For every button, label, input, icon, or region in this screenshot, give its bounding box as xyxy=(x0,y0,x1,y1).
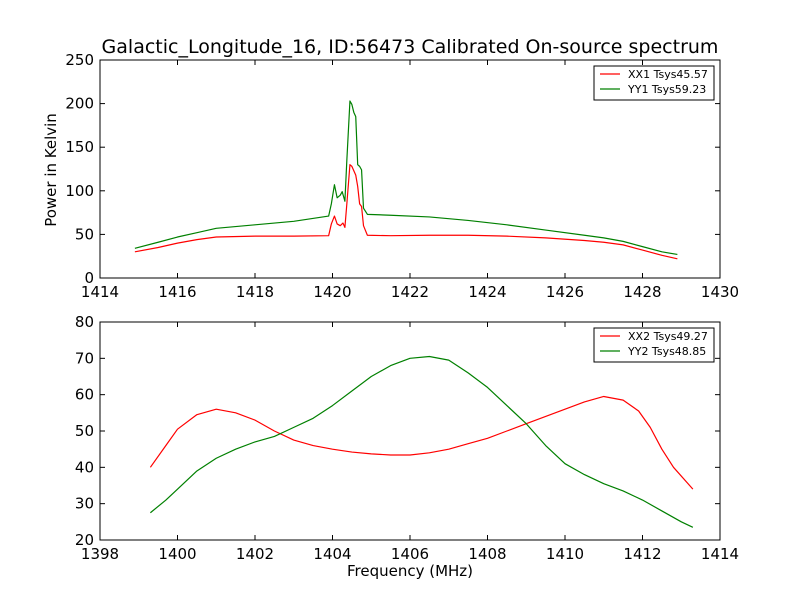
bottom-panel: 1398 1400 1402 1404 1406 1408 1410 1412 1414 20 30… xyxy=(75,313,739,563)
bottom-legend-label-2: YY2 Tsys48.85 xyxy=(627,345,706,358)
top-xtick-label: 1420 xyxy=(313,283,351,301)
bottom-xtick-label: 1402 xyxy=(236,545,274,563)
bottom-xtick-label: 1412 xyxy=(623,545,661,563)
top-xtick-label: 1424 xyxy=(468,283,506,301)
top-xtick-label: 1418 xyxy=(236,283,274,301)
bottom-series-line-1 xyxy=(149,395,694,490)
bottom-ytick-label: 80 xyxy=(75,313,94,331)
bottom-series-line-2 xyxy=(149,355,694,528)
bottom-legend-label-1: XX2 Tsys49.27 xyxy=(628,330,708,343)
top-series-line-1 xyxy=(134,164,678,260)
top-ytick-label: 200 xyxy=(65,95,94,113)
top-legend-label-2: YY1 Tsys59.23 xyxy=(627,83,706,96)
top-xtick-label: 1430 xyxy=(701,283,739,301)
top-ytick-label: 250 xyxy=(65,51,94,69)
bottom-xtick-label: 1406 xyxy=(391,545,429,563)
bottom-ytick-label: 50 xyxy=(75,422,94,440)
bottom-ytick-label: 20 xyxy=(75,531,94,549)
bottom-ytick-label: 60 xyxy=(75,386,94,404)
top-xtick-label: 1422 xyxy=(391,283,429,301)
top-xtick-label: 1426 xyxy=(546,283,584,301)
top-ytick-label: 100 xyxy=(65,182,94,200)
bottom-ytick-label: 30 xyxy=(75,495,94,513)
top-panel: Power in Kelvin 1414 1416 1418 1420 1422 1424… xyxy=(42,51,739,301)
bottom-xtick-label: 1408 xyxy=(468,545,506,563)
bottom-legend xyxy=(593,327,715,363)
bottom-xtick-label: 1398 xyxy=(81,545,119,563)
top-xtick-label: 1428 xyxy=(623,283,661,301)
bottom-ytick-label: 40 xyxy=(75,458,94,476)
top-legend xyxy=(593,65,715,101)
top-xtick-label: 1416 xyxy=(158,283,196,301)
top-legend-label-1: XX1 Tsys45.57 xyxy=(628,68,708,81)
bottom-xtick-label: 1404 xyxy=(313,545,351,563)
top-ylabel: Power in Kelvin xyxy=(42,113,60,227)
top-xtick-label: 1414 xyxy=(81,283,119,301)
top-ytick-label: 50 xyxy=(75,225,94,243)
bottom-xtick-label: 1414 xyxy=(701,545,739,563)
top-ytick-label: 0 xyxy=(84,269,94,287)
bottom-xtick-label: 1410 xyxy=(546,545,584,563)
bottom-ytick-label: 70 xyxy=(75,349,94,367)
top-ytick-label: 150 xyxy=(65,138,94,156)
top-series-line-2 xyxy=(134,100,678,256)
bottom-xtick-label: 1400 xyxy=(158,545,196,563)
figure-title: Galactic_Longitude_16, ID:56473 Calibrat… xyxy=(102,36,719,58)
bottom-xlabel: Frequency (MHz) xyxy=(347,562,473,580)
